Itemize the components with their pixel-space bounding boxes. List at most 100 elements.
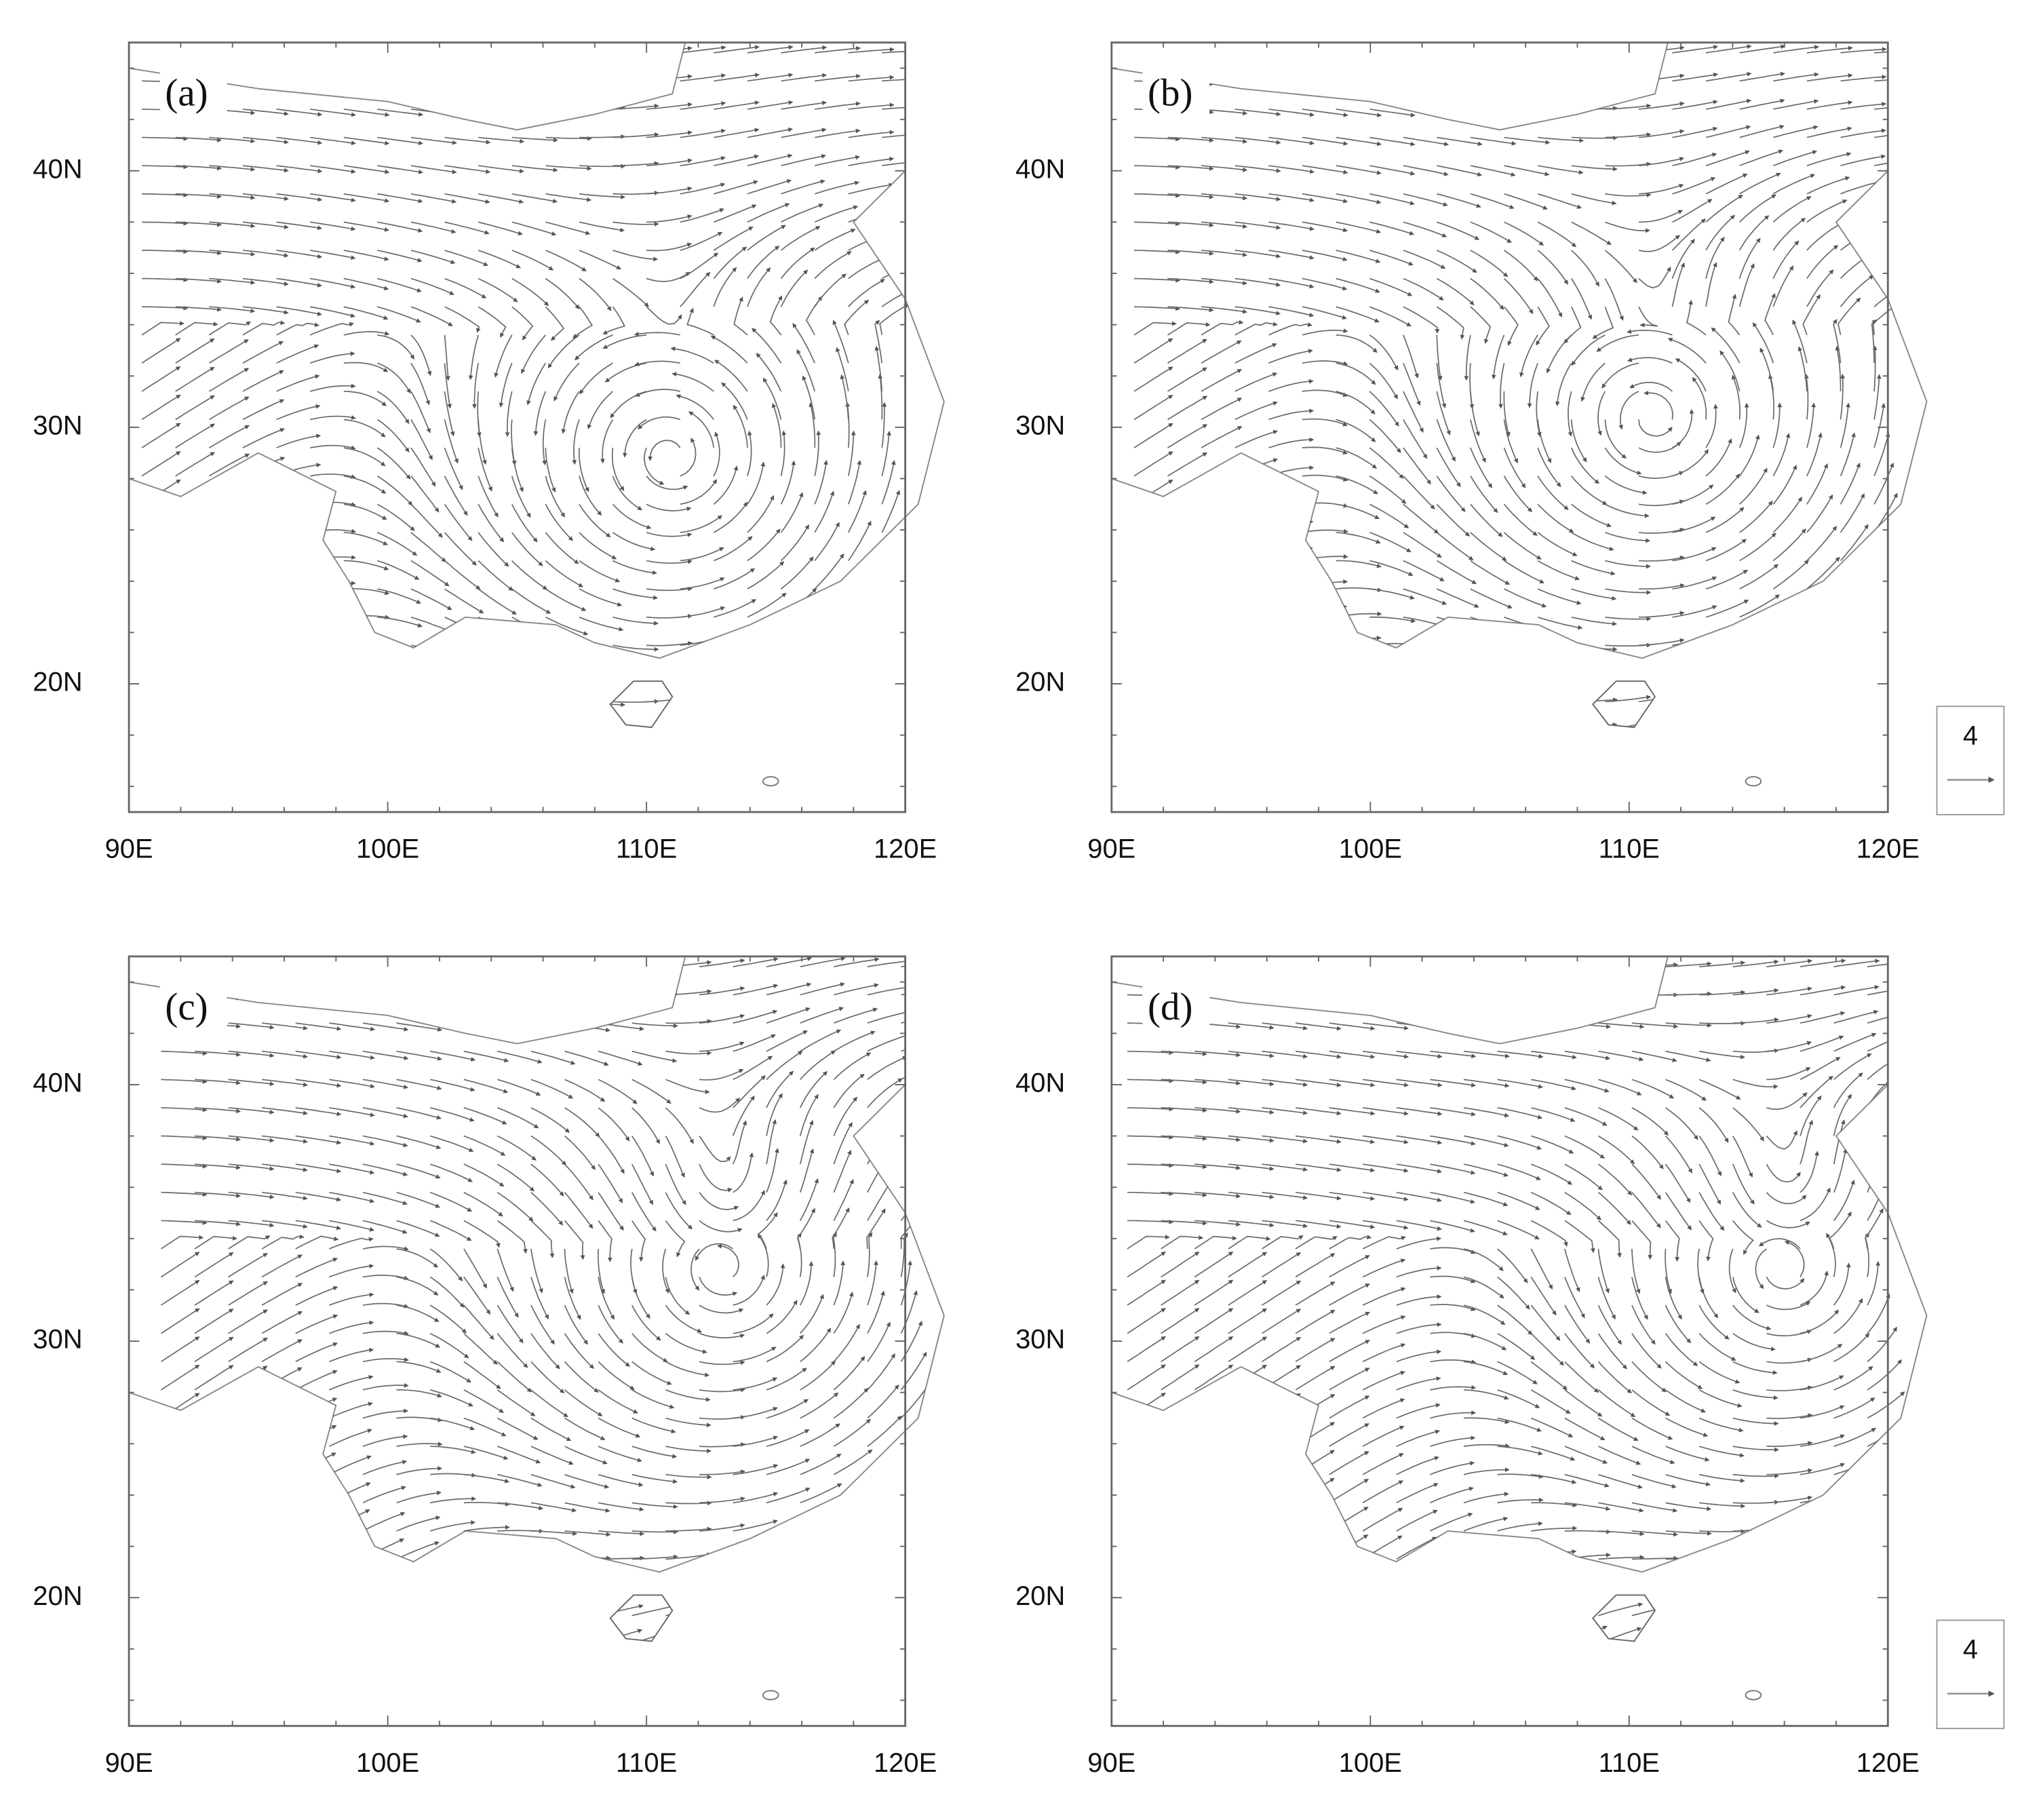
streamline <box>242 52 289 60</box>
streamline <box>1571 334 1606 366</box>
streamline <box>478 777 523 787</box>
streamline <box>848 182 894 195</box>
streamline <box>410 476 440 513</box>
streamline <box>1672 152 1717 167</box>
streamline <box>1268 322 1313 336</box>
streamline <box>1470 250 1509 277</box>
streamline <box>901 1648 940 1672</box>
streamline <box>1194 1449 1234 1475</box>
streamline <box>142 733 180 758</box>
streamline <box>1262 1647 1300 1672</box>
streamline <box>799 1093 819 1136</box>
streamline <box>1201 705 1241 728</box>
streamline <box>665 1628 710 1642</box>
streamline <box>1840 645 1878 674</box>
streamline <box>1436 306 1465 340</box>
streamline <box>396 1441 443 1447</box>
streamline <box>1437 52 1483 59</box>
streamline <box>1738 237 1761 279</box>
streamline <box>613 724 659 728</box>
streamline <box>545 701 592 710</box>
streamline <box>530 1192 564 1226</box>
streamline <box>1604 250 1637 284</box>
panel-label: (c) <box>165 986 208 1028</box>
streamline <box>901 1012 944 1024</box>
streamline <box>329 1401 373 1419</box>
streamline <box>680 128 726 138</box>
streamline <box>1531 1651 1571 1672</box>
streamline <box>1127 1392 1166 1419</box>
streamline <box>377 588 422 604</box>
streamline <box>1806 677 1846 703</box>
streamline <box>833 1621 875 1642</box>
streamline <box>141 648 181 674</box>
streamline <box>578 448 589 492</box>
streamline <box>1268 437 1315 448</box>
streamline <box>1503 419 1519 463</box>
streamline <box>1864 1208 1884 1250</box>
streamline <box>478 447 492 492</box>
streamline <box>1497 1276 1530 1310</box>
streamline <box>1362 1258 1406 1278</box>
streamline <box>1336 362 1376 385</box>
streamline <box>733 404 748 448</box>
streamline <box>1268 349 1313 364</box>
streamline <box>396 1022 443 1032</box>
streamline <box>1598 1417 1639 1441</box>
streamline <box>195 1647 233 1672</box>
streamline <box>1867 1121 1884 1165</box>
streamline <box>1262 1280 1302 1306</box>
streamline <box>1302 221 1348 233</box>
streamline <box>1759 347 1774 392</box>
streamline <box>1268 573 1313 589</box>
streamline <box>867 1535 908 1560</box>
streamline <box>1806 245 1839 279</box>
streamline <box>1234 136 1281 145</box>
streamline <box>142 52 189 57</box>
streamline <box>295 1479 336 1504</box>
streamline <box>579 48 626 54</box>
streamline <box>141 620 181 646</box>
streamline <box>276 600 320 618</box>
streamline <box>665 1417 712 1428</box>
streamline <box>478 476 499 518</box>
streamline <box>396 1332 441 1348</box>
streamline <box>1755 1248 1767 1290</box>
streamline <box>881 581 912 618</box>
streamline <box>780 492 804 533</box>
streamline <box>1638 556 1685 562</box>
streamline <box>1766 1601 1811 1616</box>
streamline <box>631 1220 646 1262</box>
streamline <box>733 1547 778 1560</box>
streamline <box>1705 473 1741 505</box>
streamline <box>160 1336 200 1363</box>
streamline <box>533 391 547 436</box>
streamline <box>733 1313 774 1334</box>
streamline <box>228 1107 275 1115</box>
streamline <box>511 644 556 662</box>
streamline <box>1464 1676 1502 1700</box>
streamline <box>646 306 682 325</box>
streamline <box>564 1304 588 1345</box>
streamline <box>1261 1449 1301 1475</box>
streamline <box>1504 51 1551 56</box>
streamline <box>161 1163 208 1169</box>
streamline <box>444 532 477 566</box>
streamline <box>1665 1446 1710 1462</box>
streamline <box>1470 672 1517 680</box>
streamline <box>1598 963 1645 968</box>
streamline <box>867 1564 908 1588</box>
x-tick-label: 110E <box>616 1748 677 1778</box>
streamline <box>276 52 323 60</box>
streamline <box>468 334 479 381</box>
streamline <box>497 1625 541 1642</box>
streamline <box>463 1022 510 1032</box>
streamline <box>309 606 355 618</box>
streamline <box>1728 1248 1736 1294</box>
streamline <box>648 440 681 461</box>
streamline <box>1437 770 1479 786</box>
streamline <box>1806 126 1852 138</box>
streamline <box>1531 994 1578 999</box>
streamline <box>160 1618 200 1642</box>
streamline <box>598 1107 630 1142</box>
